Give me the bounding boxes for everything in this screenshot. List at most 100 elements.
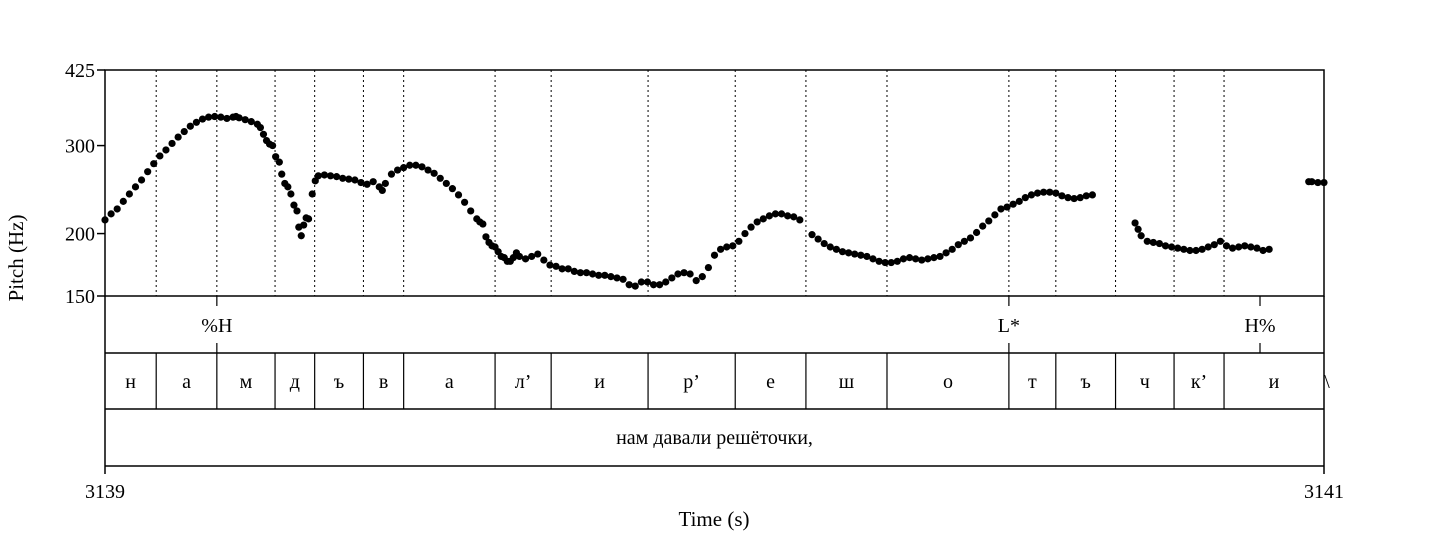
tone-label: %H xyxy=(201,315,232,337)
pitch-point xyxy=(863,252,871,261)
pitch-point xyxy=(881,258,889,267)
y-tick-label: 150 xyxy=(65,286,95,308)
pitch-point xyxy=(844,249,853,257)
pitch-point xyxy=(662,278,670,286)
pitch-point xyxy=(1027,191,1036,199)
pitch-point xyxy=(412,161,420,169)
pitch-point xyxy=(643,278,652,286)
pitch-point xyxy=(107,210,115,218)
pitch-point xyxy=(320,171,329,179)
y-tick-label: 425 xyxy=(65,60,95,82)
pitch-point xyxy=(631,282,639,290)
pitch-point xyxy=(339,174,347,182)
pitch-point xyxy=(717,245,725,253)
segment-label: л’ xyxy=(515,371,532,393)
segment-label: ч xyxy=(1140,371,1150,393)
pitch-point xyxy=(393,166,402,174)
pitch-point xyxy=(637,278,645,286)
pitch-point xyxy=(972,228,981,237)
pitch-point xyxy=(144,168,152,176)
pitch-point xyxy=(607,273,615,281)
pitch-point xyxy=(297,232,305,240)
pitch-point xyxy=(979,222,987,230)
pitch-point xyxy=(528,252,536,261)
pitch-point xyxy=(482,233,490,241)
pitch-point xyxy=(680,269,688,277)
pitch-point xyxy=(1149,238,1157,247)
pitch-point xyxy=(582,269,591,277)
pitch-point xyxy=(777,210,786,218)
annotation-tiers: н а м д ъ в а л’ и р’ е ш о т ъ ч к’ и \ %H L* H% нам давали р… xyxy=(125,296,1330,449)
pitch-point xyxy=(808,231,816,239)
pitch-point xyxy=(692,277,700,285)
pitch-point xyxy=(1265,245,1273,253)
x-tick-label-start: 3139 xyxy=(85,481,125,503)
pitch-point xyxy=(467,207,475,215)
y-axis-title: Pitch (Hz) xyxy=(4,215,28,302)
pitch-point xyxy=(1046,188,1054,196)
pitch-point xyxy=(436,174,444,182)
segment-label: ш xyxy=(839,371,855,393)
pitch-point xyxy=(948,245,956,253)
pitch-point xyxy=(198,115,207,123)
pitch-point xyxy=(308,190,316,198)
pitch-point xyxy=(704,263,713,272)
pitch-point xyxy=(1222,242,1231,250)
pitch-point xyxy=(217,113,225,121)
pitch-point xyxy=(893,257,901,265)
pitch-point xyxy=(168,139,176,148)
x-tick-label-end: 3141 xyxy=(1304,481,1344,503)
pitch-point xyxy=(125,190,133,198)
pitch-point xyxy=(156,152,164,160)
pitch-point xyxy=(1235,243,1243,251)
pitch-point xyxy=(741,229,749,238)
pitch-point xyxy=(1082,192,1090,200)
pitch-point xyxy=(930,254,938,262)
pitch-point xyxy=(1040,188,1048,196)
pitch-point xyxy=(1155,239,1164,248)
pitch-point xyxy=(790,213,798,221)
pitch-point xyxy=(333,173,341,181)
pitch-point xyxy=(304,215,313,223)
pitch-point xyxy=(558,265,566,273)
tone-label: H% xyxy=(1244,315,1275,337)
pitch-point xyxy=(448,185,457,193)
pitch-point xyxy=(960,237,968,245)
pitch-point xyxy=(674,270,682,278)
pitch-point xyxy=(1131,219,1139,227)
segment-label: н xyxy=(125,371,136,393)
pitch-point xyxy=(293,207,301,215)
pitch-point xyxy=(326,172,335,180)
pitch-point xyxy=(1228,244,1237,252)
pitch-point xyxy=(1186,246,1194,255)
pitch-point xyxy=(759,215,767,223)
pitch-point xyxy=(1198,245,1206,253)
pitch-point xyxy=(936,252,944,261)
pitch-point xyxy=(1210,241,1218,249)
pitch-point xyxy=(601,271,609,279)
pitch-points xyxy=(101,112,1328,290)
pitch-point xyxy=(357,178,365,187)
pitch-point xyxy=(351,176,359,184)
segment-label: а xyxy=(445,371,454,393)
pitch-point xyxy=(753,218,761,226)
pitch-point xyxy=(269,141,277,150)
pitch-point xyxy=(552,262,560,270)
pitch-point xyxy=(418,163,426,171)
pitch-point xyxy=(1009,200,1017,208)
pitch-point xyxy=(241,116,249,124)
pitch-point xyxy=(1134,225,1142,233)
pitch-point xyxy=(1216,237,1224,245)
pitch-point xyxy=(820,239,828,248)
segment-label: ъ xyxy=(334,371,344,393)
pitch-point xyxy=(424,166,432,174)
axes: Time (s) Pitch (Hz) 3139 3141 150 200 300 4… xyxy=(4,60,1344,531)
segment-label: р’ xyxy=(683,371,700,393)
pitch-point xyxy=(1058,192,1066,200)
pitch-point xyxy=(278,170,286,178)
pitch-point xyxy=(345,175,353,183)
pitch-point xyxy=(272,153,280,161)
segment-trailing-mark: \ xyxy=(1324,371,1330,393)
pitch-point xyxy=(1168,243,1176,251)
